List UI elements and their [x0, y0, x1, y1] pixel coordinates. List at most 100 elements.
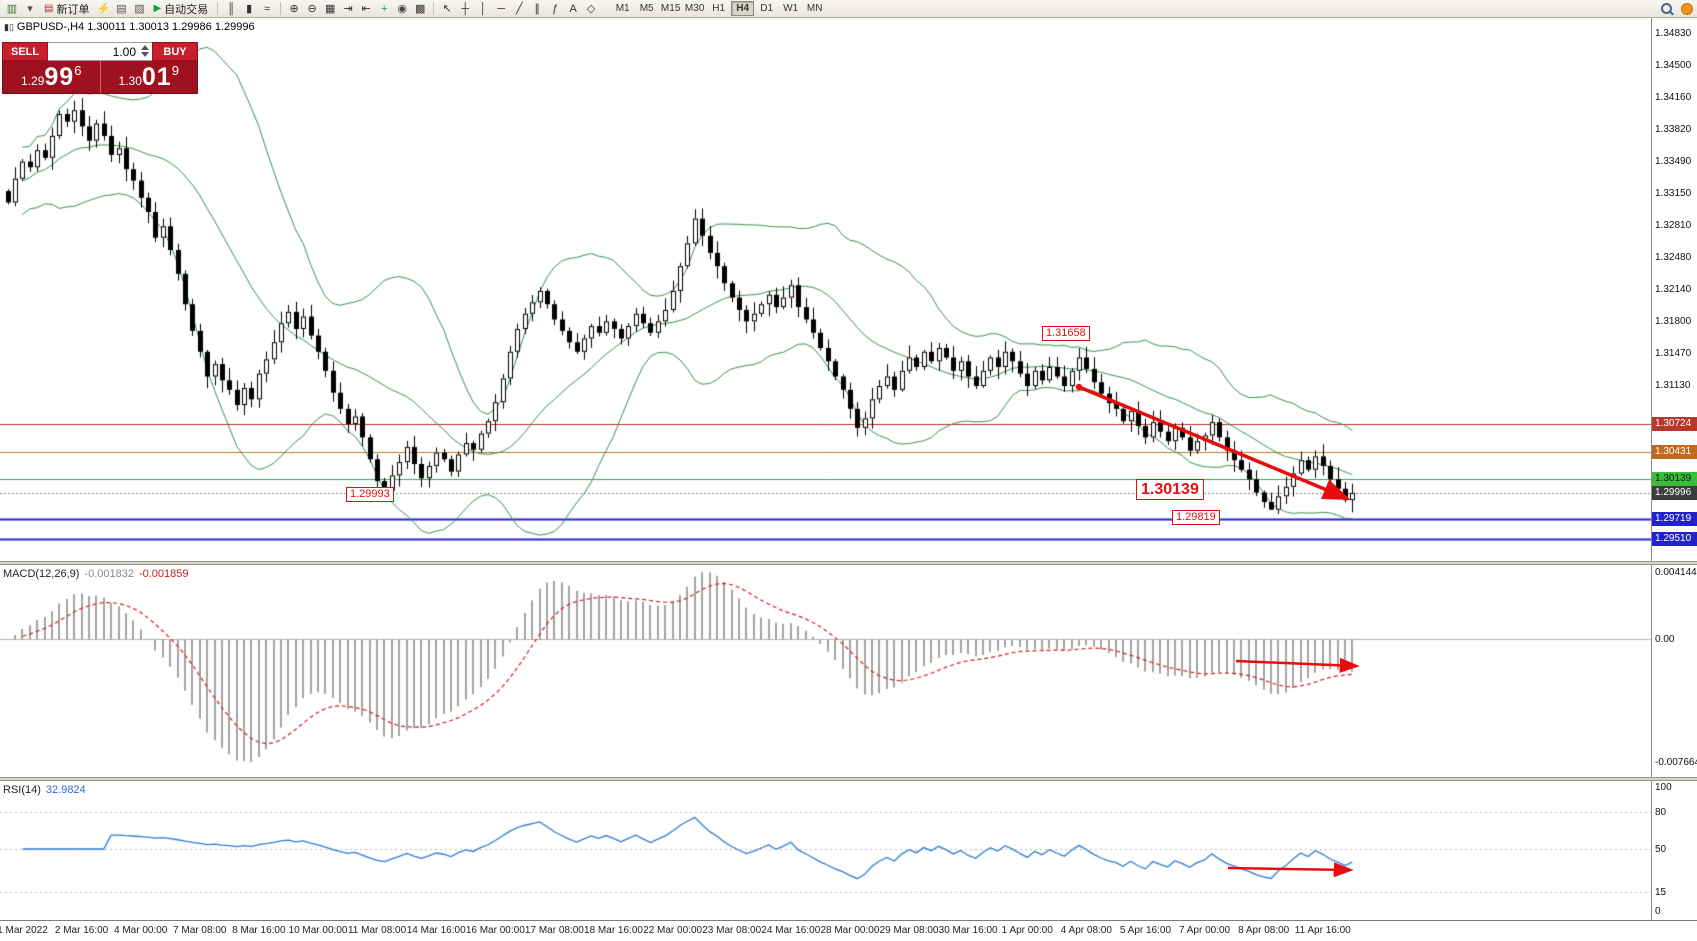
axis-tick-label: 1.32810	[1655, 220, 1692, 232]
hline-icon[interactable]: ─	[497, 2, 506, 15]
trade-buttons-row: SELL 1.00 BUY	[2, 42, 198, 61]
time-axis-label: 8 Apr 08:00	[1238, 925, 1290, 936]
toolbar-left-group: ▥ ▾ ▤ 新订单 ⚡ ▤ ▧ ▶ 自动交易 ║ ▮ ≈ ⊕ ⊖ ▦ ⇥ ⇤ + ◉ ▩ ↖ ┼ │ ─ ╱ ∥ ƒ A ◇	[4, 1, 599, 17]
zoom-in-icon[interactable]: ⊕	[289, 2, 299, 15]
time-axis-label: 4 Mar 00:00	[113, 925, 168, 936]
toolbar-separator	[433, 2, 435, 15]
price-divider	[99, 61, 101, 93]
fibonacci-icon[interactable]: ƒ	[552, 2, 559, 15]
toolbar-separator	[217, 2, 219, 15]
chart-shift-icon[interactable]: ⇤	[361, 2, 371, 15]
axis-tick-label: 1.31800	[1655, 316, 1692, 328]
indicators-icon[interactable]: +	[380, 2, 388, 15]
panel-splitter[interactable]	[0, 777, 1697, 781]
axis-tick-label: 1.32480	[1655, 251, 1692, 263]
channel-icon[interactable]: ∥	[534, 2, 540, 15]
market-watch-icon[interactable]: ▤	[116, 2, 127, 15]
search-icon[interactable]	[1660, 2, 1674, 16]
macd-axis[interactable]: 0.004144 0.00 -0.007664	[1651, 565, 1697, 777]
time-axis-label: 2 Mar 16:00	[54, 925, 109, 936]
bars-chart-icon[interactable]: ║	[227, 2, 236, 15]
axis-tick-label: 0	[1655, 906, 1661, 917]
notification-badge-icon[interactable]	[1681, 2, 1693, 15]
crosshair-icon[interactable]: ┼	[461, 2, 470, 15]
price-chart-canvas[interactable]	[0, 18, 1651, 561]
profiles-icon[interactable]: ▾	[27, 2, 33, 15]
timeframe-d1[interactable]: D1	[760, 3, 774, 14]
time-axis-label: 5 Apr 16:00	[1119, 925, 1172, 936]
autotrading-button-label: 自动交易	[164, 3, 209, 16]
rsi-panel: 100 80 50 15 0 RSI(14) 32.9824	[0, 781, 1697, 920]
macd-canvas[interactable]	[0, 565, 1651, 777]
axis-tick-label: 1.33820	[1655, 124, 1692, 136]
axis-tick-label: 80	[1655, 806, 1667, 818]
metaeditor-icon[interactable]: ⚡	[96, 2, 111, 15]
auto-scroll-icon[interactable]: ⇥	[343, 2, 353, 15]
time-axis-label: 1 Mar 2022	[0, 925, 48, 936]
time-axis-label: 23 Mar 08:00	[702, 925, 762, 936]
price-flag-label: 1.30139	[1652, 472, 1697, 487]
tile-windows-icon[interactable]: ▦	[324, 2, 336, 15]
time-axis-label: 7 Mar 08:00	[173, 925, 227, 936]
buy-button[interactable]: BUY	[152, 42, 198, 61]
axis-tick-label: 0.004144	[1655, 567, 1697, 579]
candles-chart-icon[interactable]: ▮	[246, 2, 253, 15]
time-axis-label: 29 Mar 08:00	[879, 925, 939, 936]
volume-spinner[interactable]	[141, 45, 149, 57]
text-icon[interactable]: A	[569, 2, 577, 15]
timeframe-m15[interactable]: M15	[660, 3, 681, 14]
candlestick-icon: ▮▯	[4, 21, 14, 32]
axis-tick-label: 50	[1655, 844, 1667, 855]
arrows-icon[interactable]: ◇	[586, 2, 596, 15]
time-axis-label: 16 Mar 00:00	[465, 925, 525, 936]
bid-ask-display: 1.29 99 6 1.30 01 9	[2, 61, 198, 94]
toolbar-separator	[280, 2, 282, 15]
trendline-icon[interactable]: ╱	[515, 2, 523, 15]
timeframe-h1[interactable]: H1	[712, 3, 726, 14]
autotrading-button-icon: ▶	[153, 3, 162, 14]
price-annotation[interactable]: 1.30139	[1136, 479, 1204, 500]
rsi-axis[interactable]: 100 80 50 15 0	[1651, 781, 1697, 920]
navigator-icon[interactable]: ▧	[134, 2, 145, 15]
templates-icon[interactable]: ▩	[414, 2, 426, 15]
time-axis[interactable]: 1 Mar 2022 2 Mar 16:00 4 Mar 00:00 7 Mar 08…	[0, 920, 1697, 941]
axis-tick-label: 1.32140	[1655, 284, 1692, 296]
timeframe-w1[interactable]: W1	[783, 3, 799, 14]
volume-value: 1.00	[112, 44, 136, 59]
axis-tick-label: 1.31130	[1655, 380, 1691, 392]
time-axis-label: 4 Apr 08:00	[1060, 925, 1112, 936]
timeframe-m1[interactable]: M1	[615, 3, 630, 14]
rsi-canvas[interactable]	[0, 781, 1651, 920]
timeframe-h4[interactable]: H4	[731, 1, 755, 16]
price-annotation[interactable]: 1.31658	[1042, 326, 1090, 341]
axis-tick-label: 1.34160	[1655, 91, 1692, 103]
axis-tick-label: 100	[1655, 782, 1672, 793]
timeframe-mn[interactable]: MN	[806, 3, 823, 14]
cursor-icon[interactable]: ↖	[442, 2, 452, 15]
sell-price[interactable]: 1.29 99 6	[21, 63, 82, 91]
new-chart-icon[interactable]: ▥	[6, 2, 18, 15]
time-axis-label: 8 Mar 16:00	[232, 925, 286, 936]
axis-tick-label: 1.33150	[1655, 187, 1692, 199]
time-axis-label: 1 Apr 00:00	[1001, 925, 1053, 936]
time-axis-label: 30 Mar 16:00	[938, 925, 998, 936]
line-chart-icon[interactable]: ≈	[264, 2, 271, 15]
autotrading-button[interactable]: ▶ 自动交易	[149, 1, 212, 17]
price-annotation[interactable]: 1.29819	[1172, 510, 1220, 525]
zoom-out-icon[interactable]: ⊖	[307, 2, 317, 15]
axis-tick-label: 1.34500	[1655, 59, 1692, 71]
buy-price[interactable]: 1.30 01 9	[118, 63, 179, 91]
axis-tick-label: -0.007664	[1655, 756, 1697, 768]
axis-tick-label: 0.00	[1655, 633, 1675, 645]
timeframe-m30[interactable]: M30	[684, 3, 705, 14]
timeframe-m5[interactable]: M5	[639, 3, 654, 14]
price-axis[interactable]: 1.34830 1.34500 1.34160 1.33820 1.33490 1.331…	[1651, 18, 1697, 561]
sell-button[interactable]: SELL	[2, 42, 48, 61]
panel-splitter[interactable]	[0, 561, 1697, 565]
vline-icon[interactable]: │	[479, 2, 487, 15]
price-annotation[interactable]: 1.29993	[346, 487, 394, 502]
periods-icon[interactable]: ◉	[397, 2, 407, 15]
volume-field[interactable]: 1.00	[48, 42, 152, 61]
new-order-button[interactable]: ▤ 新订单	[40, 1, 93, 17]
